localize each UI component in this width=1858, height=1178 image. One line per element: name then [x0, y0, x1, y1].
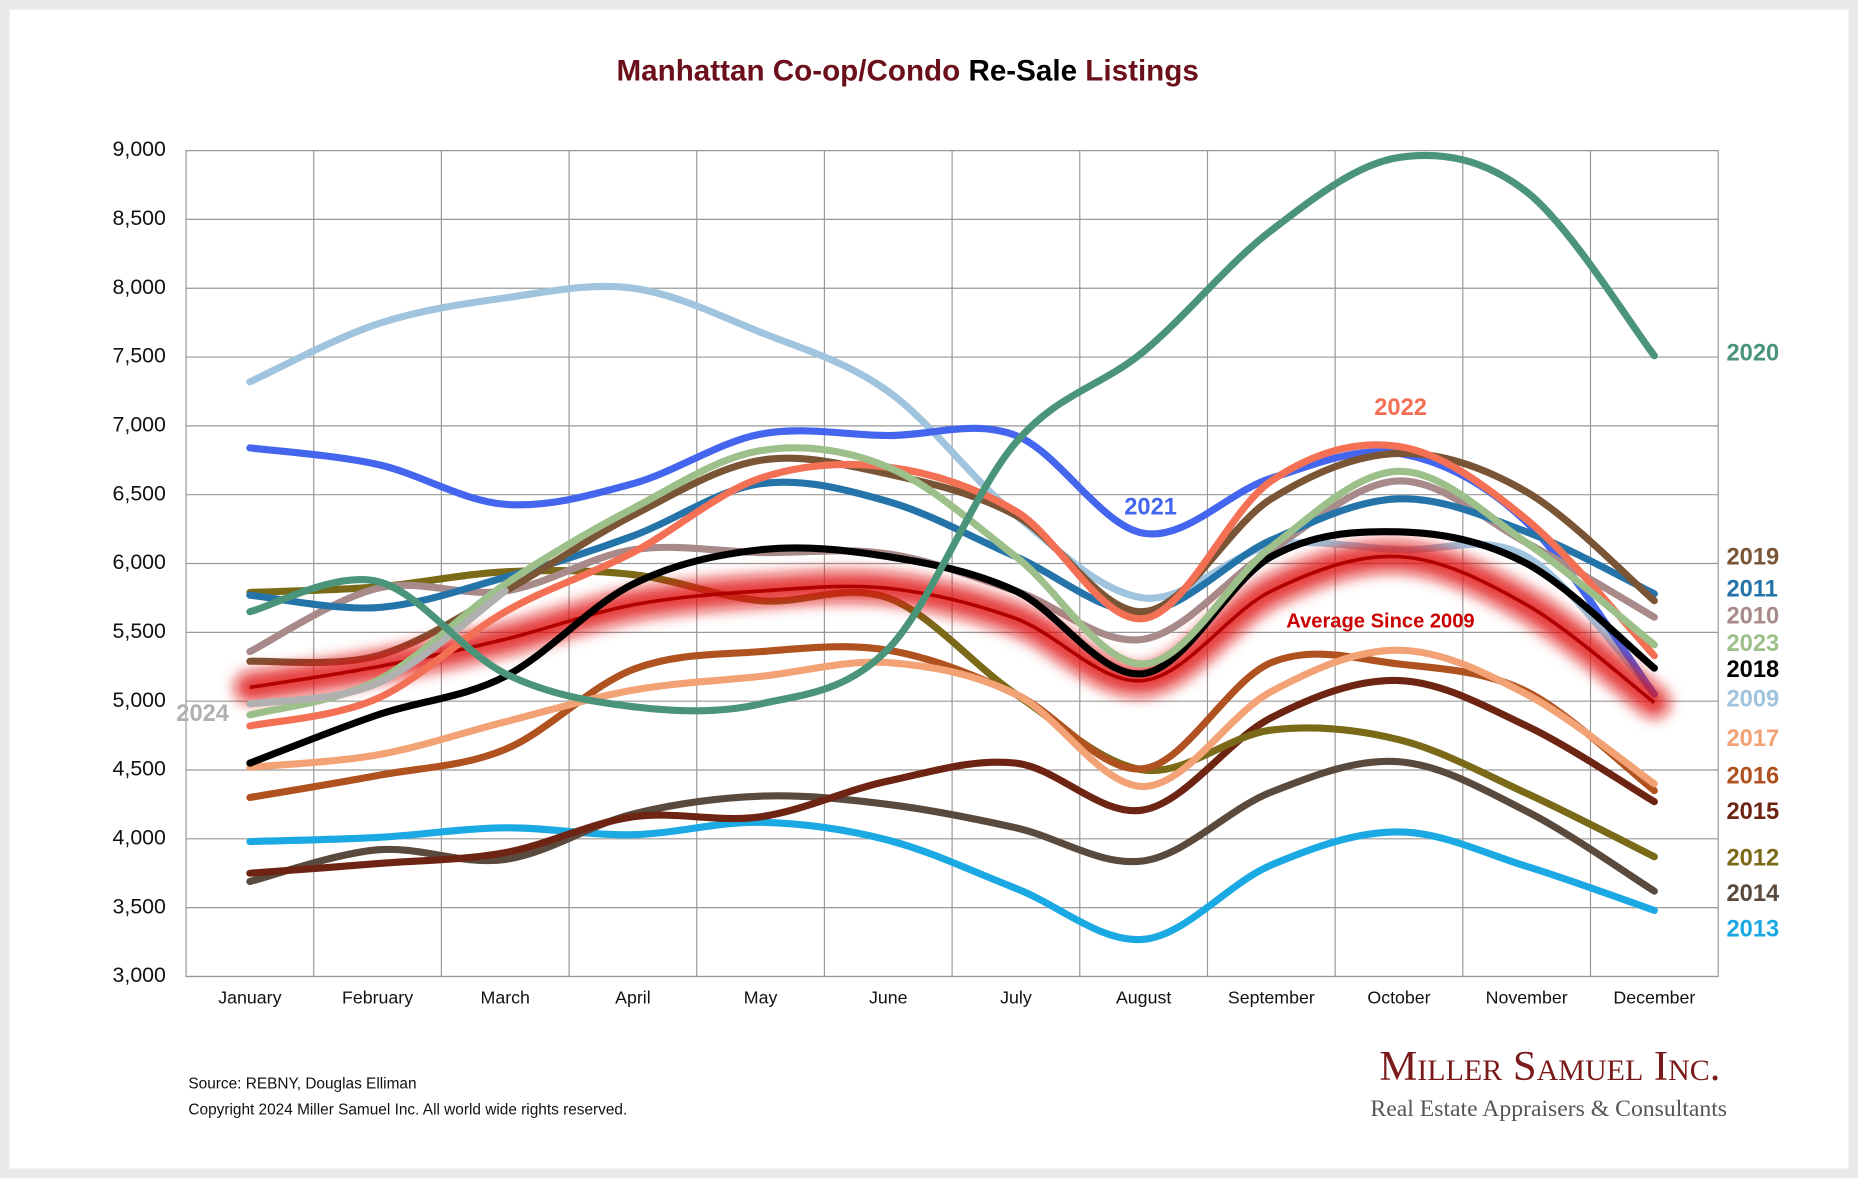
x-tick-label: January	[218, 988, 281, 1008]
series-line	[246, 646, 1658, 791]
x-tick-label: May	[744, 988, 778, 1008]
series-line	[246, 528, 1658, 767]
series-label: Average Since 2009	[1286, 610, 1474, 632]
title-part: Listings	[1085, 54, 1199, 87]
x-tick-label: September	[1228, 988, 1315, 1008]
series-label: 2009	[1726, 687, 1779, 713]
series-label: 2020	[1726, 341, 1779, 367]
x-tick-label: March	[481, 988, 530, 1008]
series-line	[246, 757, 1658, 895]
y-tick-label: 7,500	[113, 344, 166, 368]
y-tick-label: 6,500	[113, 481, 166, 505]
copyright: Copyright 2024 Miller Samuel Inc. All wo…	[188, 1101, 627, 1118]
y-tick-label: 4,500	[113, 757, 166, 781]
series-label: 2016	[1726, 764, 1779, 790]
series-line	[246, 818, 1658, 944]
series-label: 2021	[1124, 495, 1177, 521]
x-tick-label: August	[1116, 988, 1171, 1008]
logo-name: Miller Samuel Inc.	[1379, 1043, 1720, 1090]
y-tick-label: 3,000	[113, 963, 166, 987]
y-tick-label: 6,000	[113, 550, 166, 574]
series-label: 2013	[1726, 917, 1779, 943]
y-tick-label: 4,000	[113, 825, 166, 849]
x-tick-label: April	[615, 988, 651, 1008]
series-label: 2015	[1726, 799, 1779, 825]
x-tick-label: December	[1613, 988, 1695, 1008]
y-tick-label: 9,000	[113, 137, 166, 161]
y-tick-label: 8,000	[113, 275, 166, 299]
logo-tagline: Real Estate Appraisers & Consultants	[1370, 1096, 1727, 1122]
series-line	[246, 424, 1658, 698]
x-tick-label: November	[1486, 988, 1568, 1008]
series-label: 2017	[1726, 726, 1779, 752]
series-label: 2024	[176, 701, 230, 727]
y-tick-label: 3,500	[113, 894, 166, 918]
series-line	[249, 554, 1656, 704]
x-tick-label: October	[1367, 988, 1430, 1008]
x-tick-label: February	[342, 988, 413, 1008]
series-line	[246, 676, 1658, 877]
x-tick-label: June	[869, 988, 908, 1008]
y-tick-label: 5,000	[113, 688, 166, 712]
series-label: 2023	[1726, 631, 1779, 657]
title-part: Manhattan Co-op/Condo	[616, 54, 960, 87]
series-label: 2012	[1726, 845, 1779, 871]
series-label: 2019	[1726, 544, 1779, 570]
series-line	[246, 587, 509, 708]
series-line	[246, 566, 1658, 861]
series-line	[246, 444, 1658, 719]
series-label: 2011	[1726, 576, 1777, 602]
y-tick-label: 5,500	[113, 619, 166, 643]
title-part: Re-Sale	[968, 54, 1077, 87]
series-label: 2018	[1726, 657, 1779, 683]
series-label: 2010	[1726, 604, 1779, 630]
chart-title: Manhattan Co-op/Condo Re-Sale Listings	[616, 54, 1198, 87]
series-label: 2014	[1726, 881, 1780, 907]
series-label: 2022	[1374, 395, 1427, 421]
series-line	[246, 151, 1658, 715]
source: Source: REBNY, Douglas Elliman	[188, 1075, 416, 1092]
y-tick-label: 7,000	[113, 412, 166, 436]
y-tick-label: 8,500	[113, 206, 166, 230]
x-tick-label: July	[1000, 988, 1032, 1008]
